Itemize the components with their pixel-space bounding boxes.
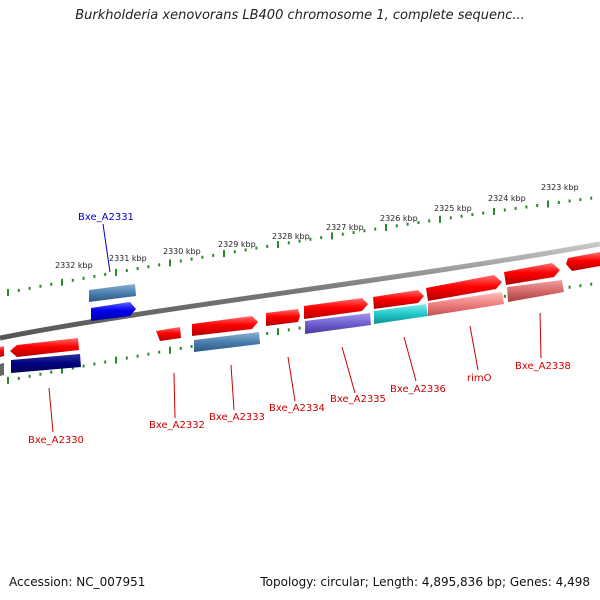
gene-label-Bxe_A2338[interactable]: Bxe_A2338: [515, 361, 571, 372]
genome-summary-text: Topology: circular; Length: 4,895,836 bp…: [260, 575, 590, 589]
kbp-label-2323: 2323 kbp: [541, 183, 579, 192]
forward-strand-genes: [89, 252, 600, 341]
gene-arrow-Bxe_A2331[interactable]: [91, 302, 136, 321]
gene-label-Bxe_A2335[interactable]: Bxe_A2335: [330, 394, 386, 405]
kbp-labels: 2323 kbp 2324 kbp 2325 kbp 2326 kbp 2327…: [55, 183, 579, 270]
kbp-label-2326: 2326 kbp: [380, 214, 418, 223]
gene-box-Bxe_A2335[interactable]: [305, 313, 371, 334]
gene-box[interactable]: [507, 280, 564, 302]
kbp-label-2331: 2331 kbp: [109, 254, 147, 263]
gene-arrow[interactable]: [304, 298, 368, 319]
outer-scale-ticks: [7, 196, 593, 296]
kbp-label-2329: 2329 kbp: [218, 240, 256, 249]
gene-label-Bxe_A2336[interactable]: Bxe_A2336: [390, 384, 446, 395]
accession-text: Accession: NC_007951: [9, 575, 146, 589]
chromosome-backbone: [0, 241, 600, 341]
gene-arrow[interactable]: [373, 290, 424, 309]
gene-arrow-Bxe_A2330[interactable]: [10, 338, 79, 357]
kbp-label-2324: 2324 kbp: [488, 194, 526, 203]
gene-arrow[interactable]: [566, 252, 600, 271]
gene-label-Bxe_A2334[interactable]: Bxe_A2334: [269, 403, 325, 414]
gene-arrow-partial[interactable]: [0, 346, 4, 357]
gene-box-Bxe_A2336[interactable]: [374, 304, 428, 324]
kbp-label-2332: 2332 kbp: [55, 261, 93, 270]
kbp-label-2327: 2327 kbp: [326, 223, 364, 232]
gene-box-partial[interactable]: [0, 363, 4, 376]
gene-box-rimO[interactable]: [428, 292, 504, 316]
map-title: Burkholderia xenovorans LB400 chromosome…: [75, 8, 525, 23]
gene-arrow[interactable]: [192, 316, 258, 336]
kbp-label-2325: 2325 kbp: [434, 204, 472, 213]
kbp-label-2328: 2328 kbp: [272, 232, 310, 241]
gene-labels: Bxe_A2331 Bxe_A2330 Bxe_A2332 Bxe_A2333 …: [28, 212, 571, 446]
gene-label-Bxe_A2330[interactable]: Bxe_A2330: [28, 435, 84, 446]
gene-label-Bxe_A2332[interactable]: Bxe_A2332: [149, 420, 205, 431]
reverse-strand-genes: [0, 280, 564, 376]
gene-arrow[interactable]: [426, 275, 502, 301]
kbp-label-2330: 2330 kbp: [163, 247, 201, 256]
gene-arrow[interactable]: [266, 309, 300, 326]
gene-arrow[interactable]: [156, 327, 181, 341]
gene-label-Bxe_A2331[interactable]: Bxe_A2331: [78, 212, 134, 223]
gene-box-Bxe_A2333[interactable]: [194, 332, 260, 352]
gene-arrow[interactable]: [504, 263, 560, 285]
gene-label-Bxe_A2333[interactable]: Bxe_A2333: [209, 412, 265, 423]
gene-box-Bxe_A2330-navy[interactable]: [11, 354, 81, 373]
gene-label-rimO[interactable]: rimO: [467, 373, 492, 384]
gene-box-Bxe_A2331-steel[interactable]: [89, 284, 136, 302]
gene-label-leaders: [48, 223, 542, 433]
